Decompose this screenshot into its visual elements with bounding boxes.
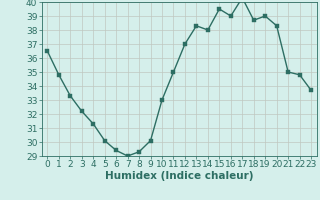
X-axis label: Humidex (Indice chaleur): Humidex (Indice chaleur): [105, 171, 253, 181]
